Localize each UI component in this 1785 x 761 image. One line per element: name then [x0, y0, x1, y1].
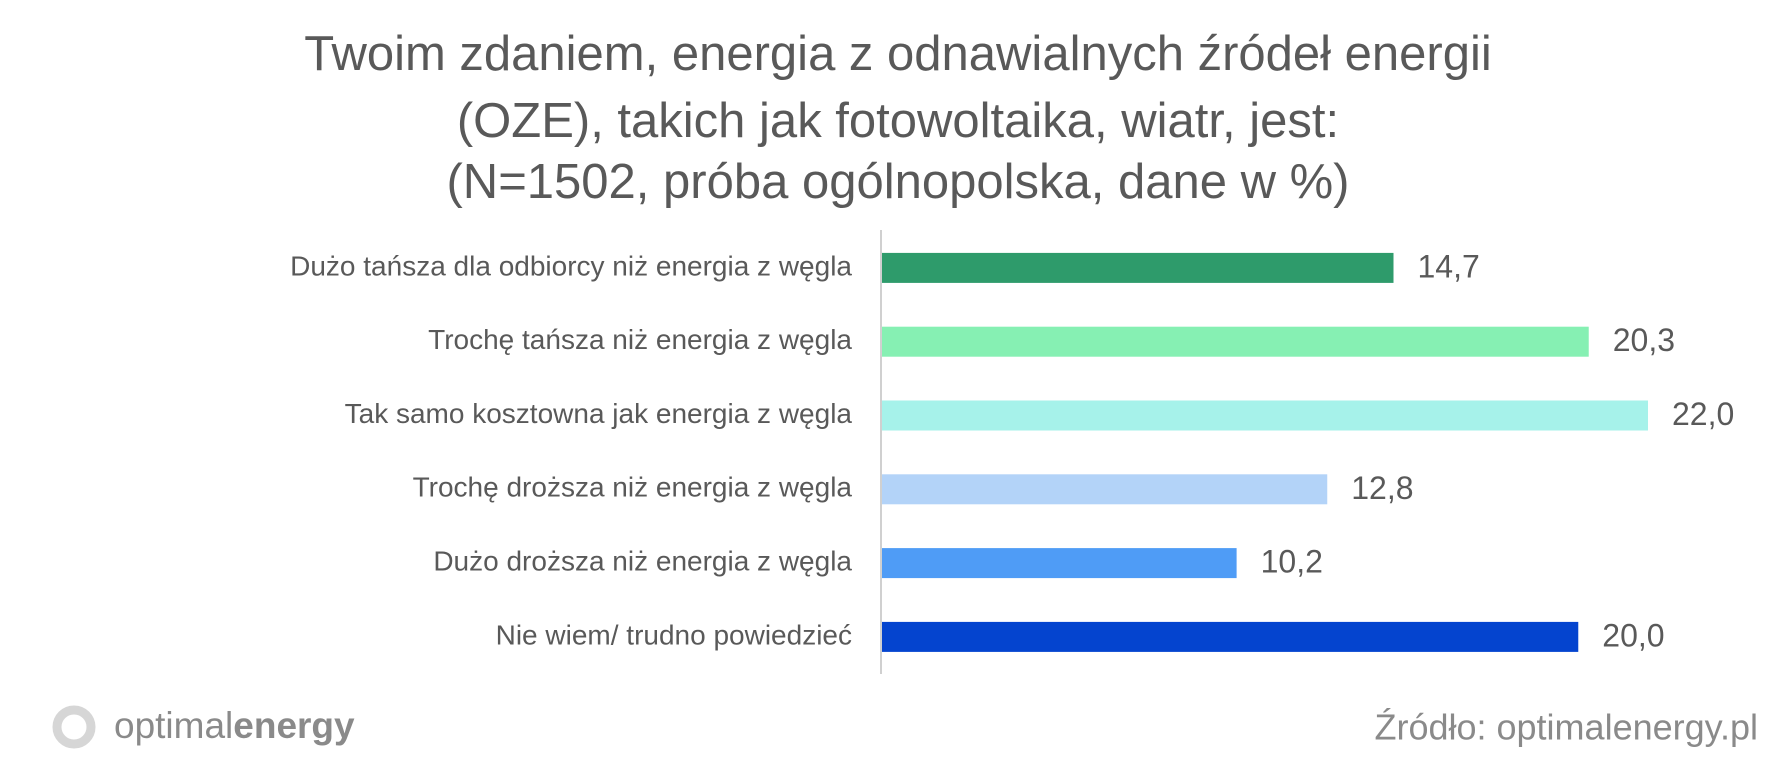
category-label: Trochę droższa niż energia z węgla [413, 472, 853, 503]
value-label: 12,8 [1351, 470, 1413, 506]
chart-subtitle: (N=1502, próba ogólnopolska, dane w %) [446, 155, 1349, 209]
value-label: 14,7 [1417, 248, 1479, 284]
category-label: Dużo droższa niż energia z węgla [433, 545, 852, 576]
category-label: Dużo tańsza dla odbiorcy niż energia z w… [290, 250, 852, 281]
bar [882, 326, 1589, 357]
logo-icon [52, 705, 96, 749]
value-label: 22,0 [1672, 396, 1734, 432]
logo-light: optimal [114, 705, 233, 746]
bar [882, 548, 1237, 579]
value-label: 20,3 [1613, 322, 1675, 358]
bar [882, 252, 1394, 283]
bar [882, 400, 1648, 431]
category-label: Tak samo kosztowna jak energia z węgla [345, 398, 853, 429]
logo-bold: energy [233, 705, 355, 746]
logo-text: optimalenergy [114, 705, 355, 746]
chart-title: Twoim zdaniem, energia z odnawialnych źr… [304, 27, 1492, 81]
bar [882, 621, 1579, 652]
logo: optimalenergy [52, 705, 355, 749]
chart-title: (OZE), takich jak fotowoltaika, wiatr, j… [457, 94, 1339, 148]
bar [882, 474, 1328, 505]
source: Źródło: optimalenergy.pl [1374, 707, 1758, 748]
value-label: 20,0 [1602, 617, 1664, 653]
value-label: 10,2 [1261, 544, 1323, 580]
category-label: Nie wiem/ trudno powiedzieć [496, 619, 852, 650]
category-label: Trochę tańsza niż energia z węgla [428, 324, 852, 355]
